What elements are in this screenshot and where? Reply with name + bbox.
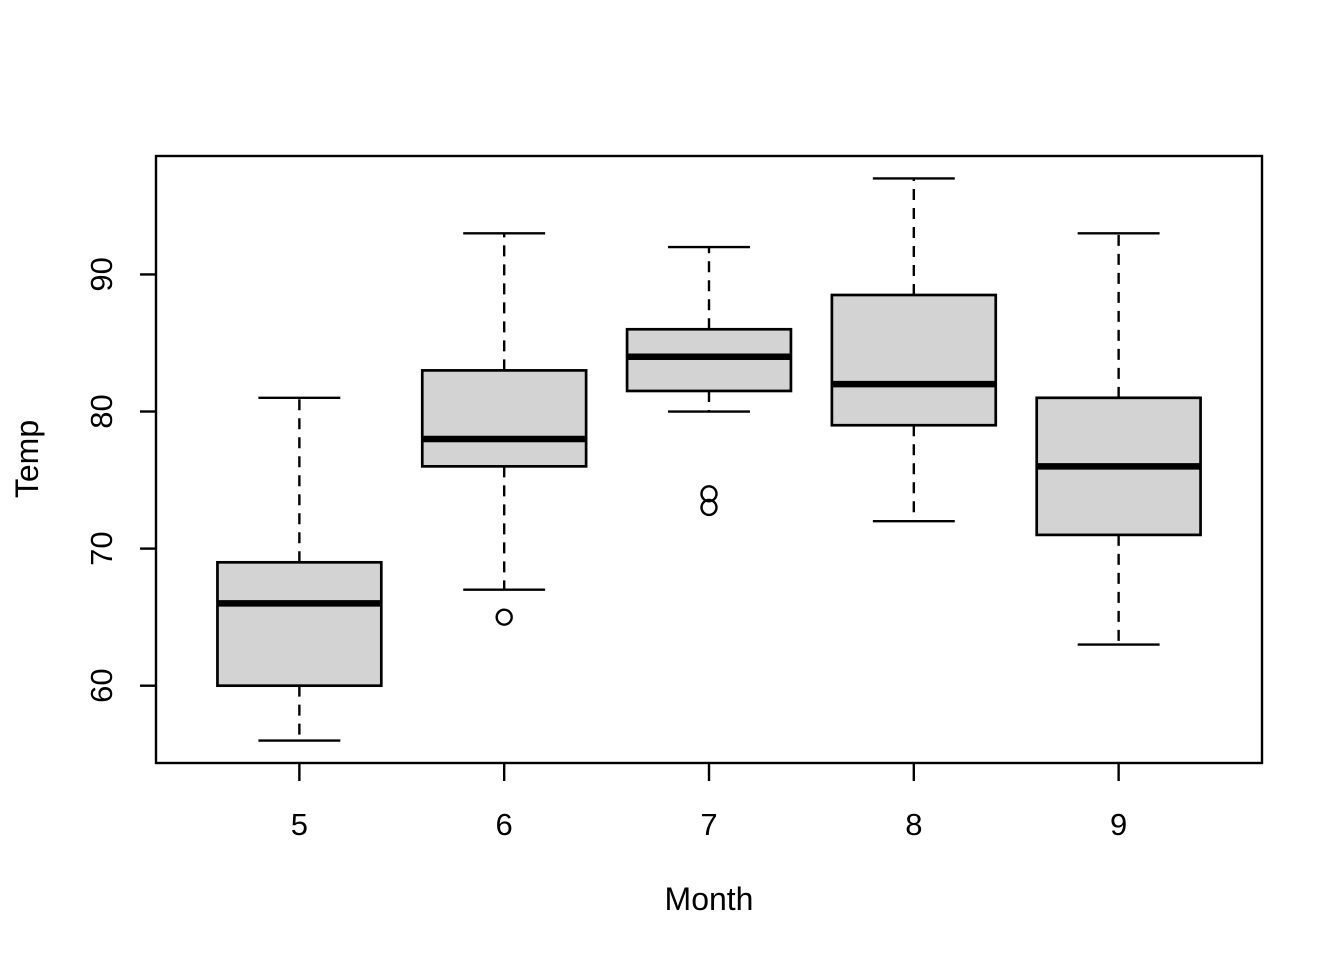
box-month-7 [625,327,793,393]
y-tick-label-80: 80 [84,394,119,428]
x-tick-label-6: 6 [496,807,513,842]
box-month-6 [420,369,588,468]
x-tick-label-8: 8 [905,807,922,842]
outlier-month-6-0 [495,608,513,626]
x-tick-label-5: 5 [291,807,308,842]
box-month-8 [830,293,998,427]
x-tick-label-7: 7 [700,807,717,842]
y-axis-title: Temp [9,420,45,498]
outlier-month-7-0 [700,498,718,517]
x-axis-title: Month [665,881,754,917]
outlier-month-7-1 [700,485,718,503]
y-tick-label-60: 60 [84,668,119,702]
plot-layer: 60 70 80 90 5 6 7 8 9 [84,154,1264,842]
y-tick-label-70: 70 [84,531,119,565]
y-tick-label-90: 90 [84,257,119,291]
box-month-5 [216,560,383,688]
x-tick-label-9: 9 [1110,807,1127,842]
